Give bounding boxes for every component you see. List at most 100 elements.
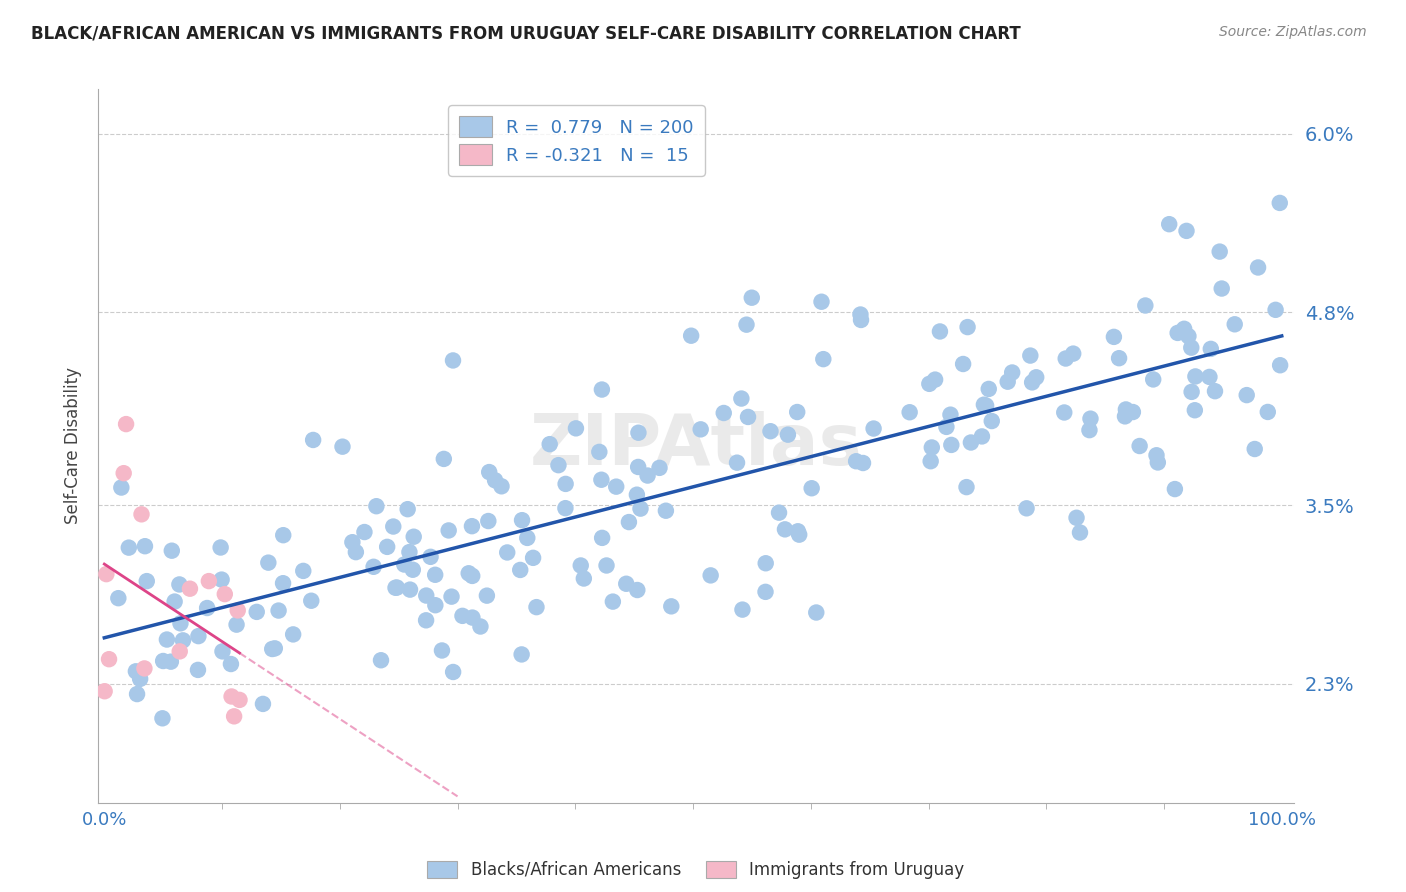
Point <box>725 456 748 470</box>
Point <box>1181 384 1204 399</box>
Point <box>1080 411 1102 425</box>
Point <box>1146 448 1168 462</box>
Point <box>118 541 141 555</box>
Point <box>292 564 315 578</box>
Point <box>941 438 963 452</box>
Point <box>440 590 463 604</box>
Point <box>1208 244 1230 259</box>
Point <box>554 501 576 516</box>
Point <box>394 558 416 572</box>
Point <box>1015 501 1038 516</box>
Point <box>713 406 735 420</box>
Point <box>689 422 711 436</box>
Text: Source: ZipAtlas.com: Source: ZipAtlas.com <box>1219 25 1367 39</box>
Point <box>1159 217 1181 231</box>
Point <box>475 589 498 603</box>
Point <box>1184 369 1206 384</box>
Point <box>627 425 650 440</box>
Point <box>572 572 595 586</box>
Point <box>737 409 759 424</box>
Point <box>169 577 191 591</box>
Point <box>1108 351 1130 366</box>
Point <box>246 605 269 619</box>
Point <box>626 582 648 597</box>
Point <box>955 480 977 494</box>
Point <box>98 652 121 666</box>
Point <box>1268 195 1291 210</box>
Point <box>342 535 364 549</box>
Point <box>806 606 828 620</box>
Point <box>496 545 519 559</box>
Point <box>1175 224 1198 238</box>
Point <box>699 568 721 582</box>
Point <box>1184 403 1206 417</box>
Point <box>768 506 790 520</box>
Point <box>226 603 249 617</box>
Point <box>997 375 1019 389</box>
Text: ZIPAtlas: ZIPAtlas <box>530 411 862 481</box>
Point <box>1135 298 1157 312</box>
Point <box>491 479 513 493</box>
Point <box>602 594 624 608</box>
Point <box>973 398 995 412</box>
Point <box>470 619 492 633</box>
Point <box>1223 318 1246 332</box>
Point <box>366 499 388 513</box>
Point <box>1129 439 1152 453</box>
Point <box>302 433 325 447</box>
Point <box>630 501 652 516</box>
Point <box>156 632 179 647</box>
Point <box>935 420 957 434</box>
Point <box>731 602 754 616</box>
Point <box>759 424 782 438</box>
Point <box>271 528 294 542</box>
Point <box>980 414 1002 428</box>
Point <box>211 573 233 587</box>
Point <box>1236 388 1258 402</box>
Point <box>956 320 979 334</box>
Point <box>849 308 872 322</box>
Point <box>211 644 233 658</box>
Point <box>591 383 613 397</box>
Point <box>461 569 484 583</box>
Point <box>554 476 576 491</box>
Point <box>419 549 441 564</box>
Point <box>1053 405 1076 419</box>
Point <box>1078 423 1101 437</box>
Point <box>271 576 294 591</box>
Point <box>441 353 464 368</box>
Point <box>920 454 942 468</box>
Point <box>160 655 183 669</box>
Point <box>221 690 243 704</box>
Point <box>252 697 274 711</box>
Point <box>918 376 941 391</box>
Point <box>810 294 832 309</box>
Point <box>1069 525 1091 540</box>
Point <box>754 585 776 599</box>
Point <box>1122 405 1144 419</box>
Point <box>437 524 460 538</box>
Point <box>538 437 561 451</box>
Point <box>344 545 367 559</box>
Point <box>1257 405 1279 419</box>
Point <box>115 417 138 431</box>
Point <box>363 559 385 574</box>
Point <box>396 502 419 516</box>
Point <box>786 405 808 419</box>
Point <box>283 627 305 641</box>
Point <box>385 581 408 595</box>
Point <box>1146 455 1168 469</box>
Point <box>169 644 191 658</box>
Point <box>862 421 884 435</box>
Point <box>960 435 983 450</box>
Point <box>478 465 501 479</box>
Point <box>1198 370 1220 384</box>
Point <box>451 608 474 623</box>
Point <box>1001 366 1024 380</box>
Point <box>228 693 250 707</box>
Point <box>626 488 648 502</box>
Point <box>1268 358 1291 372</box>
Point <box>1204 384 1226 399</box>
Point <box>1066 510 1088 524</box>
Y-axis label: Self-Care Disability: Self-Care Disability <box>63 368 82 524</box>
